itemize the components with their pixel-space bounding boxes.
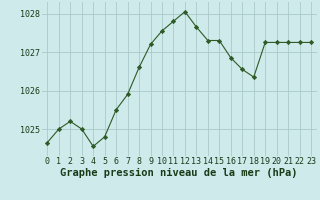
X-axis label: Graphe pression niveau de la mer (hPa): Graphe pression niveau de la mer (hPa) [60,168,298,178]
